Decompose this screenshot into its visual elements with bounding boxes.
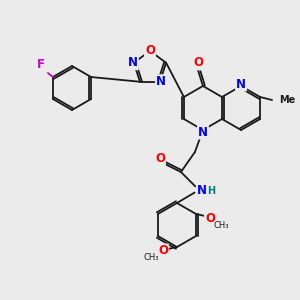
Text: N: N: [128, 56, 138, 69]
Text: N: N: [198, 125, 208, 139]
Text: O: O: [205, 212, 215, 224]
Text: O: O: [155, 152, 165, 166]
Text: O: O: [193, 56, 203, 70]
Text: CH₃: CH₃: [143, 254, 159, 262]
Text: F: F: [37, 58, 45, 71]
Text: N: N: [156, 75, 166, 88]
Text: N: N: [197, 184, 207, 196]
Text: N: N: [236, 77, 246, 91]
Text: H: H: [207, 186, 215, 196]
Text: Me: Me: [279, 95, 295, 105]
Text: CH₃: CH₃: [214, 220, 230, 230]
Text: O: O: [158, 244, 168, 257]
Text: O: O: [145, 44, 155, 58]
